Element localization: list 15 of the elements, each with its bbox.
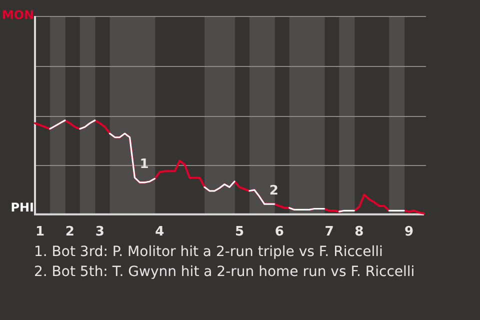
text: MON (2, 8, 34, 22)
x-tick-label: 7 (324, 224, 334, 240)
x-tick-label: 6 (274, 224, 284, 240)
text: PHI (10, 200, 34, 215)
x-tick-label: 8 (354, 224, 364, 240)
x-tick-label: 9 (404, 224, 414, 240)
x-tick-label: 5 (234, 224, 244, 240)
text: 1. Bot 3rd: P. Molitor hit a 2-run triple vs F. Riccelli (34, 243, 384, 262)
x-tick-label: 2 (65, 224, 74, 240)
text: 2. Bot 5th: T. Gwynn hit a 2-run home run vs F. Riccelli (34, 263, 415, 282)
annotation: 1 (140, 157, 149, 172)
x-tick-label: 3 (95, 224, 104, 240)
x-tick-label: 1 (35, 224, 45, 240)
annotation: 2 (269, 183, 278, 198)
x-tick-label: 4 (155, 224, 164, 240)
